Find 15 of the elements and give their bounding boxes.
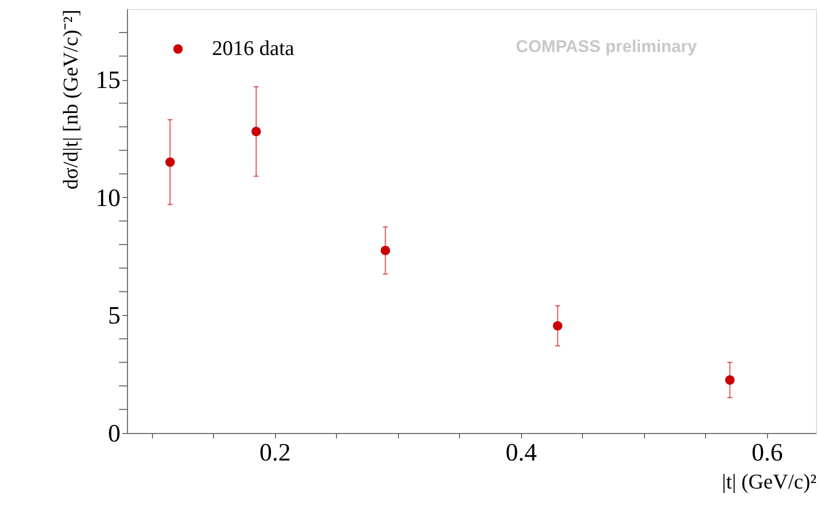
x-axis-title: |t| (GeV/c)² <box>722 470 816 494</box>
x-tick-label: 0.6 <box>752 440 783 466</box>
y-axis-title: dσ/d|t| [nb (GeV/c)⁻²] <box>58 10 82 190</box>
point <box>380 246 390 256</box>
legend-label: 2016 data <box>212 36 295 60</box>
point <box>165 157 175 167</box>
y-tick-label: 5 <box>108 302 120 330</box>
x-tick-label: 0.2 <box>260 440 291 466</box>
point <box>725 375 735 385</box>
x-tick-label: 0.4 <box>506 440 538 466</box>
y-tick-label: 0 <box>108 420 120 448</box>
y-tick-label: 10 <box>96 184 120 212</box>
y-tick-label: 15 <box>96 67 120 94</box>
point <box>251 126 261 136</box>
point <box>552 321 562 331</box>
